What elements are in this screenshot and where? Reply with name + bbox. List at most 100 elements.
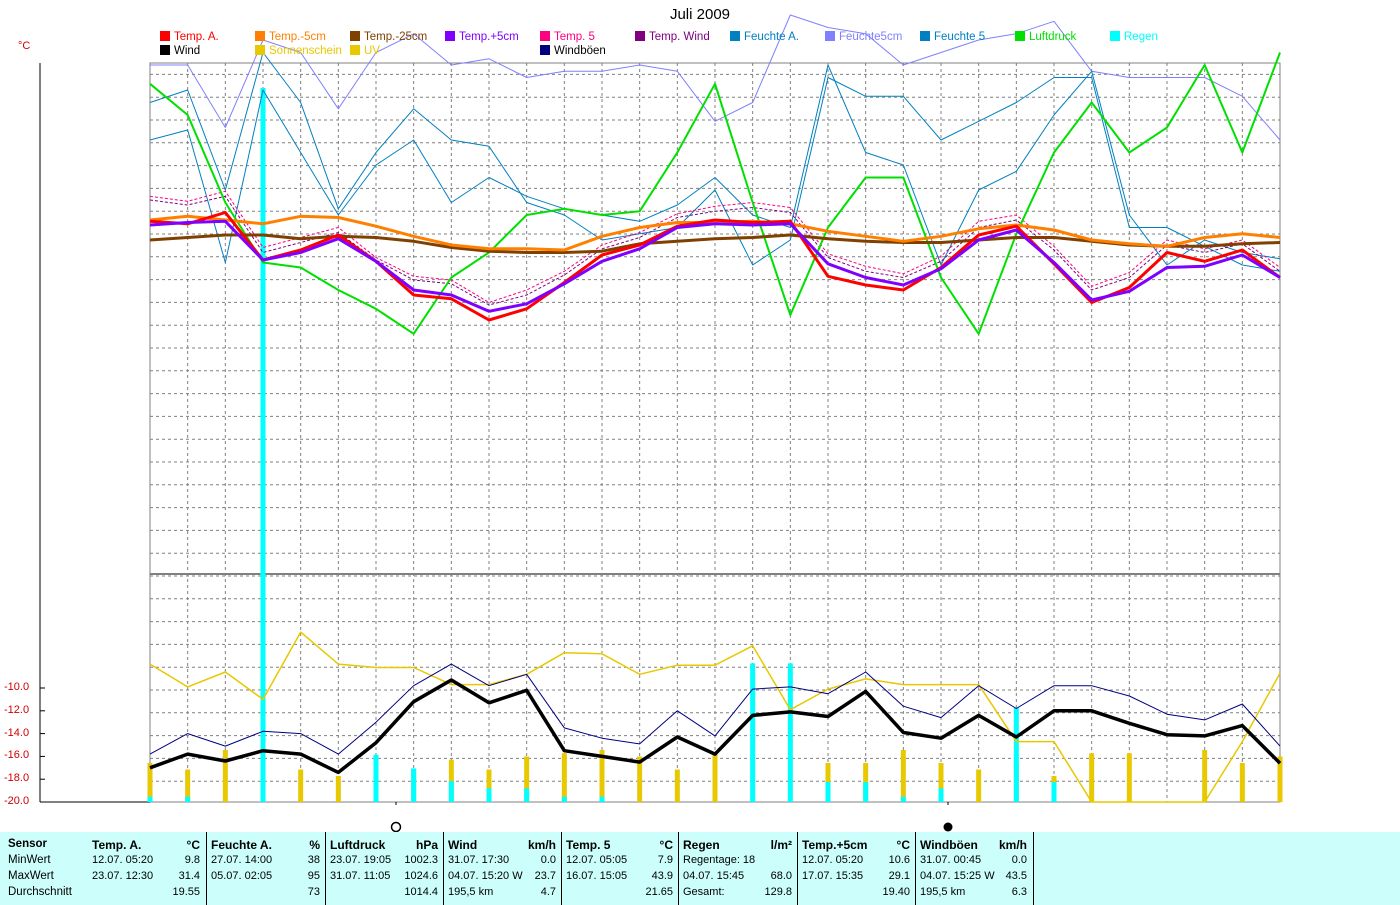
stats-cell-value: 38 bbox=[307, 854, 320, 866]
legend-label: Feuchte5cm bbox=[839, 31, 903, 43]
stats-column: Temp. 5 °C 12.07. 05:05 7.9 16.07. 15:05 43.9… bbox=[561, 832, 679, 905]
sunshine-bar bbox=[900, 750, 906, 802]
y-tick-label: -16.0 bbox=[4, 749, 30, 762]
sunshine-bar bbox=[486, 769, 492, 802]
sunshine-bar bbox=[1126, 753, 1132, 802]
stats-cell-row: Gesamt: 129.8 bbox=[683, 886, 792, 902]
legend-label: Sonnenschein bbox=[269, 45, 342, 57]
legend-item: Temp. A. bbox=[160, 31, 219, 43]
stats-column: Luftdruck hPa 23.07. 19:05 1002.3 31.07. 11:… bbox=[325, 832, 444, 905]
stats-cell-row: Regentage: 18 bbox=[683, 854, 792, 870]
rain-bar bbox=[900, 796, 906, 802]
stats-row-label: Sensor bbox=[8, 838, 47, 850]
sunshine-bar bbox=[674, 769, 680, 802]
stats-cell-row: 195,5 km 4.7 bbox=[448, 886, 556, 902]
y-tick-label: -14.0 bbox=[4, 726, 30, 739]
stats-cell-value: 4.7 bbox=[540, 886, 556, 898]
stats-cell-row: 12.07. 05:20 10.6 bbox=[802, 854, 910, 870]
sunshine-bar bbox=[298, 769, 304, 802]
legend-label: UV bbox=[364, 45, 380, 57]
rain-bar bbox=[448, 781, 454, 802]
legend-swatch bbox=[825, 31, 835, 41]
legend-item: Feuchte5cm bbox=[825, 31, 902, 43]
rain-bar bbox=[486, 788, 492, 802]
y-tick-label: -18.0 bbox=[4, 772, 30, 785]
stats-cell-value: 19.40 bbox=[882, 886, 910, 898]
stats-cell-value: 1024.6 bbox=[404, 870, 438, 882]
series-line-wind bbox=[149, 678, 1282, 775]
stats-cell-row: 73 bbox=[211, 886, 320, 902]
stats-row-label: Durchschnitt bbox=[8, 886, 72, 898]
stats-cell-row: Luftdruck hPa bbox=[330, 838, 438, 854]
stats-cell-row: 17.07. 15:35 29.1 bbox=[802, 870, 910, 886]
legend-swatch bbox=[635, 31, 645, 41]
legend-item: Temp. Wind bbox=[635, 31, 710, 43]
legend-label: Temp. 5 bbox=[554, 31, 595, 43]
rain-bar bbox=[373, 754, 379, 802]
stats-cell-label: 16.07. 15:05 bbox=[566, 870, 628, 882]
plot-area bbox=[149, 62, 1281, 803]
legend-swatch bbox=[160, 45, 170, 55]
bar-layer bbox=[147, 88, 1283, 802]
legend-label: Luftdruck bbox=[1029, 31, 1077, 43]
sunshine-bar bbox=[599, 750, 605, 802]
stats-cell-row: 19.40 bbox=[802, 886, 910, 902]
stats-cell-value: 19.55 bbox=[172, 886, 200, 898]
legend-swatch bbox=[255, 31, 265, 41]
stats-cell-row: 31.07. 17:30 0.0 bbox=[448, 854, 556, 870]
stats-cell-value: 0.0 bbox=[540, 854, 556, 866]
sunshine-bar bbox=[1239, 763, 1245, 802]
legend-item: Windböen bbox=[540, 45, 606, 57]
chart-title: Juli 2009 bbox=[669, 6, 731, 23]
sunshine-bar bbox=[448, 759, 454, 802]
stats-cell-value: 29.1 bbox=[888, 870, 910, 882]
weather-chart bbox=[39, 14, 1283, 832]
stats-column: Windböen km/h 31.07. 00:45 0.0 04.07. 15:25 … bbox=[915, 832, 1033, 905]
y-axis-unit: °C bbox=[18, 40, 31, 52]
sunshine-bar bbox=[976, 769, 982, 802]
stats-cell-label: Temp.+5cm bbox=[802, 838, 868, 852]
stats-cell-value: 23.7 bbox=[534, 870, 556, 882]
sunshine-bar bbox=[185, 769, 191, 802]
legend-item: Sonnenschein bbox=[255, 45, 342, 57]
stats-cell-row: 16.07. 15:05 43.9 bbox=[566, 870, 673, 886]
stats-cell-label: 31.07. 11:05 bbox=[330, 870, 391, 882]
series-line-uv bbox=[149, 631, 1281, 803]
stats-cell-label: 195,5 km bbox=[920, 886, 966, 898]
stats-cell-label: 31.07. 17:30 bbox=[448, 854, 510, 866]
stats-cell-value: l/m² bbox=[770, 838, 792, 852]
stats-cell-row: Windböen km/h bbox=[920, 838, 1027, 854]
legend-label: Wind bbox=[174, 45, 201, 57]
stats-cell-label: 23.07. 19:05 bbox=[330, 854, 392, 866]
stats-cell-row: 1014.4 bbox=[330, 886, 438, 902]
rain-bar bbox=[561, 796, 567, 802]
sunshine-bar bbox=[938, 763, 944, 802]
rain-bar bbox=[411, 768, 417, 802]
stats-cell-label: Luftdruck bbox=[330, 838, 386, 852]
sunshine-bar bbox=[335, 776, 341, 802]
stats-cell-row: Temp.+5cm °C bbox=[802, 838, 910, 854]
legend-label: Temp.-5cm bbox=[269, 31, 326, 43]
series-line-windb-en bbox=[149, 663, 1281, 755]
sunshine-bar bbox=[712, 753, 718, 802]
stats-cell-value: °C bbox=[186, 838, 200, 852]
stats-cell-label: 04.07. 15:45 bbox=[683, 870, 745, 882]
stats-cell-value: °C bbox=[896, 838, 910, 852]
sunshine-bar bbox=[1277, 756, 1283, 802]
legend-label: Windböen bbox=[554, 45, 606, 57]
stats-cell-row: Temp. A. °C bbox=[92, 838, 200, 854]
stats-cell-value: 129.8 bbox=[764, 886, 792, 898]
stats-cell-label: 12.07. 05:20 bbox=[92, 854, 154, 866]
rain-bar bbox=[1051, 782, 1057, 802]
stats-cell-label: Temp. 5 bbox=[566, 838, 611, 852]
stats-cell-label: 12.07. 05:05 bbox=[566, 854, 628, 866]
stats-cell-row: 05.07. 02:05 95 bbox=[211, 870, 320, 886]
stats-cell-row: Temp. 5 °C bbox=[566, 838, 673, 854]
stats-cell-value: 31.4 bbox=[178, 870, 200, 882]
legend-label: Regen bbox=[1124, 31, 1158, 43]
stats-cell-value: °C bbox=[659, 838, 673, 852]
legend-label: Feuchte 5 bbox=[934, 31, 986, 43]
stats-cell-row: 04.07. 15:45 68.0 bbox=[683, 870, 792, 886]
legend-item: Temp.-25cm bbox=[350, 31, 427, 43]
rain-bar bbox=[787, 663, 793, 802]
